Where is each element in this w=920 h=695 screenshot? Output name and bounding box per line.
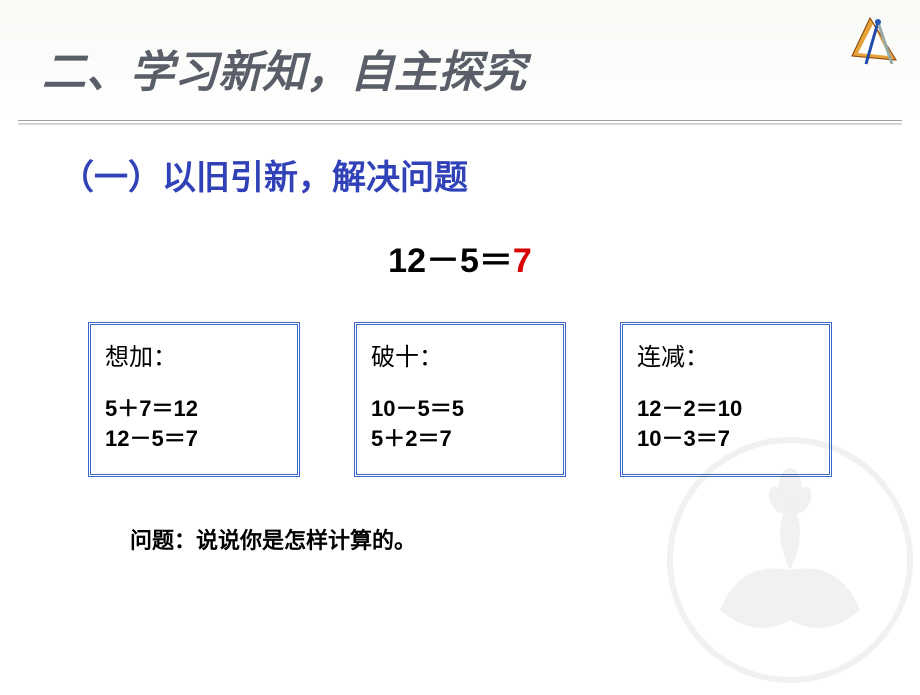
main-equation: 12－5＝7 — [0, 233, 920, 282]
method-line: 5＋7＝12 — [105, 394, 289, 424]
method-line: 12－2＝10 — [637, 394, 821, 424]
equation-left: 12－5＝ — [388, 242, 513, 280]
title-section: 二、学习新知，自主探究 — [0, 0, 920, 112]
method-boxes: 想加： 5＋7＝12 12－5＝7 破十： 10－5＝5 5＋2＝7 连减： 1… — [0, 322, 920, 477]
method-label: 连减： — [637, 337, 821, 372]
subtitle: （一）以旧引新，解决问题 — [60, 150, 920, 199]
compass-triangle-icon — [848, 12, 908, 72]
question-text: 问题：说说你是怎样计算的。 — [130, 523, 920, 555]
equation-result: 7 — [513, 242, 532, 280]
method-box-subtract: 连减： 12－2＝10 10－3＝7 — [620, 322, 832, 477]
method-line: 5＋2＝7 — [371, 424, 555, 454]
method-line: 12－5＝7 — [105, 424, 289, 454]
method-box-breakten: 破十： 10－5＝5 5＋2＝7 — [354, 322, 566, 477]
slide-title: 二、学习新知，自主探究 — [42, 36, 894, 100]
method-label: 破十： — [371, 337, 555, 372]
method-box-add: 想加： 5＋7＝12 12－5＝7 — [88, 322, 300, 477]
divider — [18, 120, 902, 124]
method-label: 想加： — [105, 337, 289, 372]
method-line: 10－3＝7 — [637, 424, 821, 454]
slide: 二、学习新知，自主探究 （一）以旧引新，解决问题 12－5＝7 想加： 5＋7＝… — [0, 0, 920, 690]
method-line: 10－5＝5 — [371, 394, 555, 424]
